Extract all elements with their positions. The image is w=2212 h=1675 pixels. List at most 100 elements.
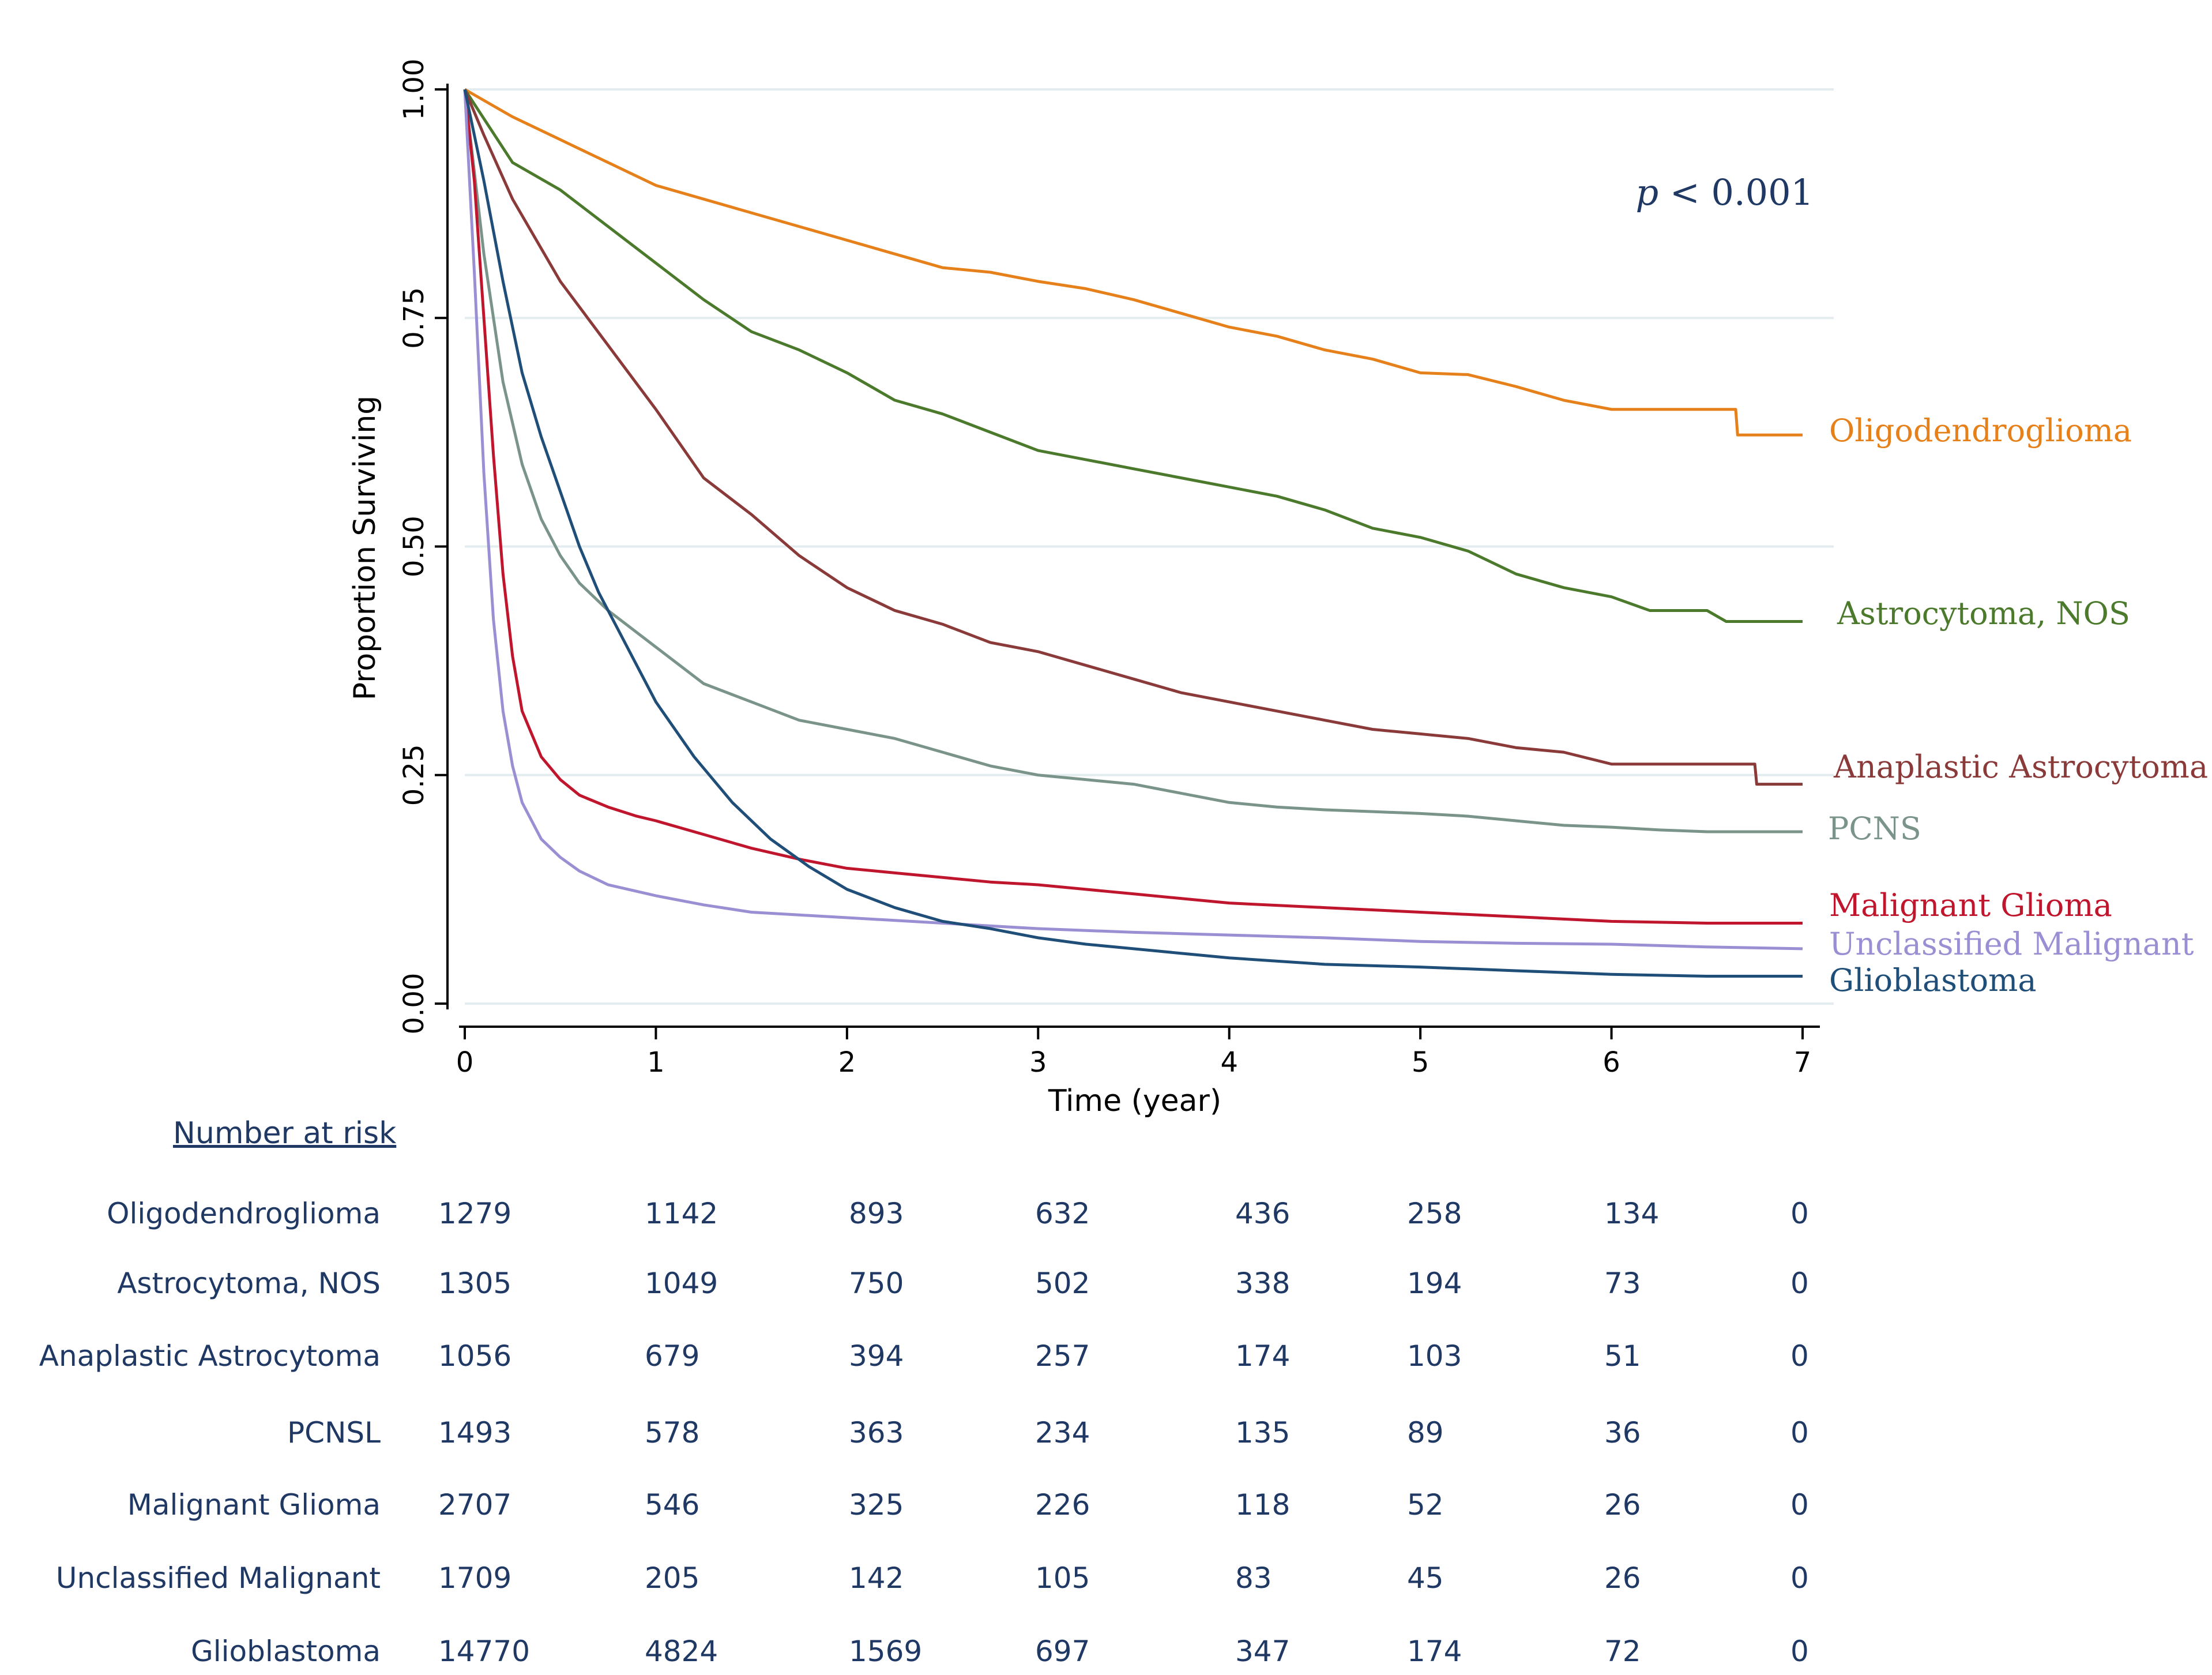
series-line-glioblastoma <box>463 89 1803 978</box>
risk-cell: 1049 <box>645 1267 718 1300</box>
risk-cell: 0 <box>1790 1339 1809 1373</box>
series-line-astrocytoma-nos <box>463 88 1803 623</box>
risk-row-label: PCNSL <box>287 1416 381 1449</box>
series-labels: Oligodendroglioma Astrocytoma, NOS Anaplas… <box>1828 412 2208 998</box>
series-label-oligodendroglioma: Oligodendroglioma <box>1829 412 2132 449</box>
risk-cell: 632 <box>1035 1197 1090 1230</box>
risk-row-label: Anaplastic Astrocytoma <box>39 1339 381 1373</box>
risk-cell: 103 <box>1407 1339 1462 1373</box>
series-label-astrocytoma-nos: Astrocytoma, NOS <box>1837 595 2130 632</box>
risk-cell: 697 <box>1035 1635 1090 1668</box>
risk-cell: 89 <box>1407 1416 1444 1449</box>
x-tick-label: 7 <box>1794 1046 1812 1079</box>
risk-cell: 436 <box>1235 1197 1291 1230</box>
series-line-anaplastic-astrocytoma <box>463 89 1803 786</box>
risk-cell: 0 <box>1790 1635 1809 1668</box>
risk-cell: 578 <box>645 1416 700 1449</box>
risk-cell: 258 <box>1407 1197 1462 1230</box>
risk-cell: 325 <box>849 1488 904 1522</box>
x-tick-label: 5 <box>1412 1046 1429 1079</box>
risk-cell: 118 <box>1235 1488 1291 1522</box>
risk-cell: 4824 <box>645 1635 718 1668</box>
x-axis-label: Time (year) <box>1048 1084 1221 1118</box>
x-tick-label: 2 <box>838 1046 856 1079</box>
risk-cell: 1493 <box>438 1416 512 1449</box>
risk-cell: 546 <box>645 1488 700 1522</box>
p-value-annotation: p < 0.001 <box>1635 171 1814 213</box>
y-tick-label: 0.75 <box>398 287 430 349</box>
series-label-pcnsl: PCNS <box>1828 810 1921 847</box>
risk-table-row: Glioblastoma 14770 4824 1569 697 347 174 72 0 <box>0 1635 1903 1675</box>
risk-cell: 174 <box>1235 1339 1291 1373</box>
risk-cell: 14770 <box>438 1635 531 1668</box>
risk-cell: 194 <box>1407 1267 1462 1300</box>
risk-table-row: Malignant Glioma 2707 546 325 226 118 52 26 0 <box>0 1488 1903 1528</box>
risk-cell: 679 <box>645 1339 700 1373</box>
risk-cell: 72 <box>1604 1635 1641 1668</box>
risk-cell: 257 <box>1035 1339 1090 1373</box>
series-label-malignant-glioma: Malignant Glioma <box>1829 887 2112 923</box>
risk-cell: 0 <box>1790 1416 1809 1449</box>
risk-cell: 142 <box>849 1561 904 1595</box>
series-line-pcnsl <box>463 89 1803 833</box>
risk-cell: 1142 <box>645 1197 718 1230</box>
risk-cell: 1305 <box>438 1267 512 1300</box>
axes: 0.00 0.25 0.50 0.75 1.00 0 1 2 3 4 5 6 7 <box>398 59 1820 1079</box>
y-tick-label: 1.00 <box>398 59 430 121</box>
x-tick-label: 3 <box>1029 1046 1047 1079</box>
risk-cell: 0 <box>1790 1561 1809 1595</box>
risk-table-row: Oligodendroglioma 1279 1142 893 632 436 258 134… <box>0 1197 1903 1237</box>
risk-cell: 226 <box>1035 1488 1090 1522</box>
risk-cell: 52 <box>1407 1488 1444 1522</box>
risk-cell: 750 <box>849 1267 904 1300</box>
series-label-glioblastoma: Glioblastoma <box>1829 962 2037 998</box>
y-tick-label: 0.00 <box>398 973 430 1035</box>
y-tick-label: 0.25 <box>398 744 430 806</box>
risk-table-row: Unclassified Malignant 1709 205 142 105 83 45 2… <box>0 1561 1903 1602</box>
series-lines <box>463 88 1803 978</box>
risk-cell: 1279 <box>438 1197 512 1230</box>
risk-cell: 174 <box>1407 1635 1462 1668</box>
risk-cell: 502 <box>1035 1267 1090 1300</box>
risk-cell: 0 <box>1790 1488 1809 1522</box>
risk-cell: 234 <box>1035 1416 1090 1449</box>
risk-table-row: Anaplastic Astrocytoma 1056 679 394 257 174 10… <box>0 1339 1903 1380</box>
risk-cell: 0 <box>1790 1267 1809 1300</box>
risk-row-label: Oligodendroglioma <box>107 1197 381 1230</box>
x-tick-label: 1 <box>647 1046 665 1079</box>
risk-cell: 2707 <box>438 1488 512 1522</box>
risk-cell: 1569 <box>849 1635 923 1668</box>
risk-cell: 394 <box>849 1339 904 1373</box>
risk-cell: 45 <box>1407 1561 1444 1595</box>
series-line-malignant-glioma <box>463 89 1803 925</box>
y-tick-label: 0.50 <box>398 516 430 577</box>
risk-cell: 83 <box>1235 1561 1272 1595</box>
risk-cell: 893 <box>849 1197 904 1230</box>
x-tick-label: 4 <box>1220 1046 1238 1079</box>
risk-cell: 347 <box>1235 1635 1291 1668</box>
x-tick-label: 0 <box>456 1046 474 1079</box>
series-line-unclassified-malignant <box>463 89 1803 951</box>
risk-cell: 1056 <box>438 1339 512 1373</box>
risk-table-row: Astrocytoma, NOS 1305 1049 750 502 338 194 73 0 <box>0 1267 1903 1307</box>
risk-cell: 1709 <box>438 1561 512 1595</box>
x-tick-label: 6 <box>1602 1046 1620 1079</box>
risk-cell: 51 <box>1604 1339 1641 1373</box>
risk-row-label: Malignant Glioma <box>127 1488 381 1522</box>
grid-lines <box>465 88 1834 1005</box>
risk-cell: 26 <box>1604 1488 1641 1522</box>
risk-cell: 26 <box>1604 1561 1641 1595</box>
risk-cell: 73 <box>1604 1267 1641 1300</box>
y-axis-label: Proportion Surviving <box>348 396 382 701</box>
number-at-risk-title: Number at risk <box>173 1116 397 1151</box>
risk-cell: 105 <box>1035 1561 1090 1595</box>
risk-row-label: Unclassified Malignant <box>55 1561 381 1595</box>
risk-cell: 36 <box>1604 1416 1641 1449</box>
series-label-unclassified-malignant: Unclassified Malignant <box>1829 926 2194 962</box>
risk-cell: 134 <box>1604 1197 1660 1230</box>
risk-row-label: Glioblastoma <box>191 1635 381 1668</box>
risk-cell: 338 <box>1235 1267 1291 1300</box>
risk-row-label: Astrocytoma, NOS <box>117 1267 381 1300</box>
risk-table-row: PCNSL 1493 578 363 234 135 89 36 0 <box>0 1416 1903 1456</box>
